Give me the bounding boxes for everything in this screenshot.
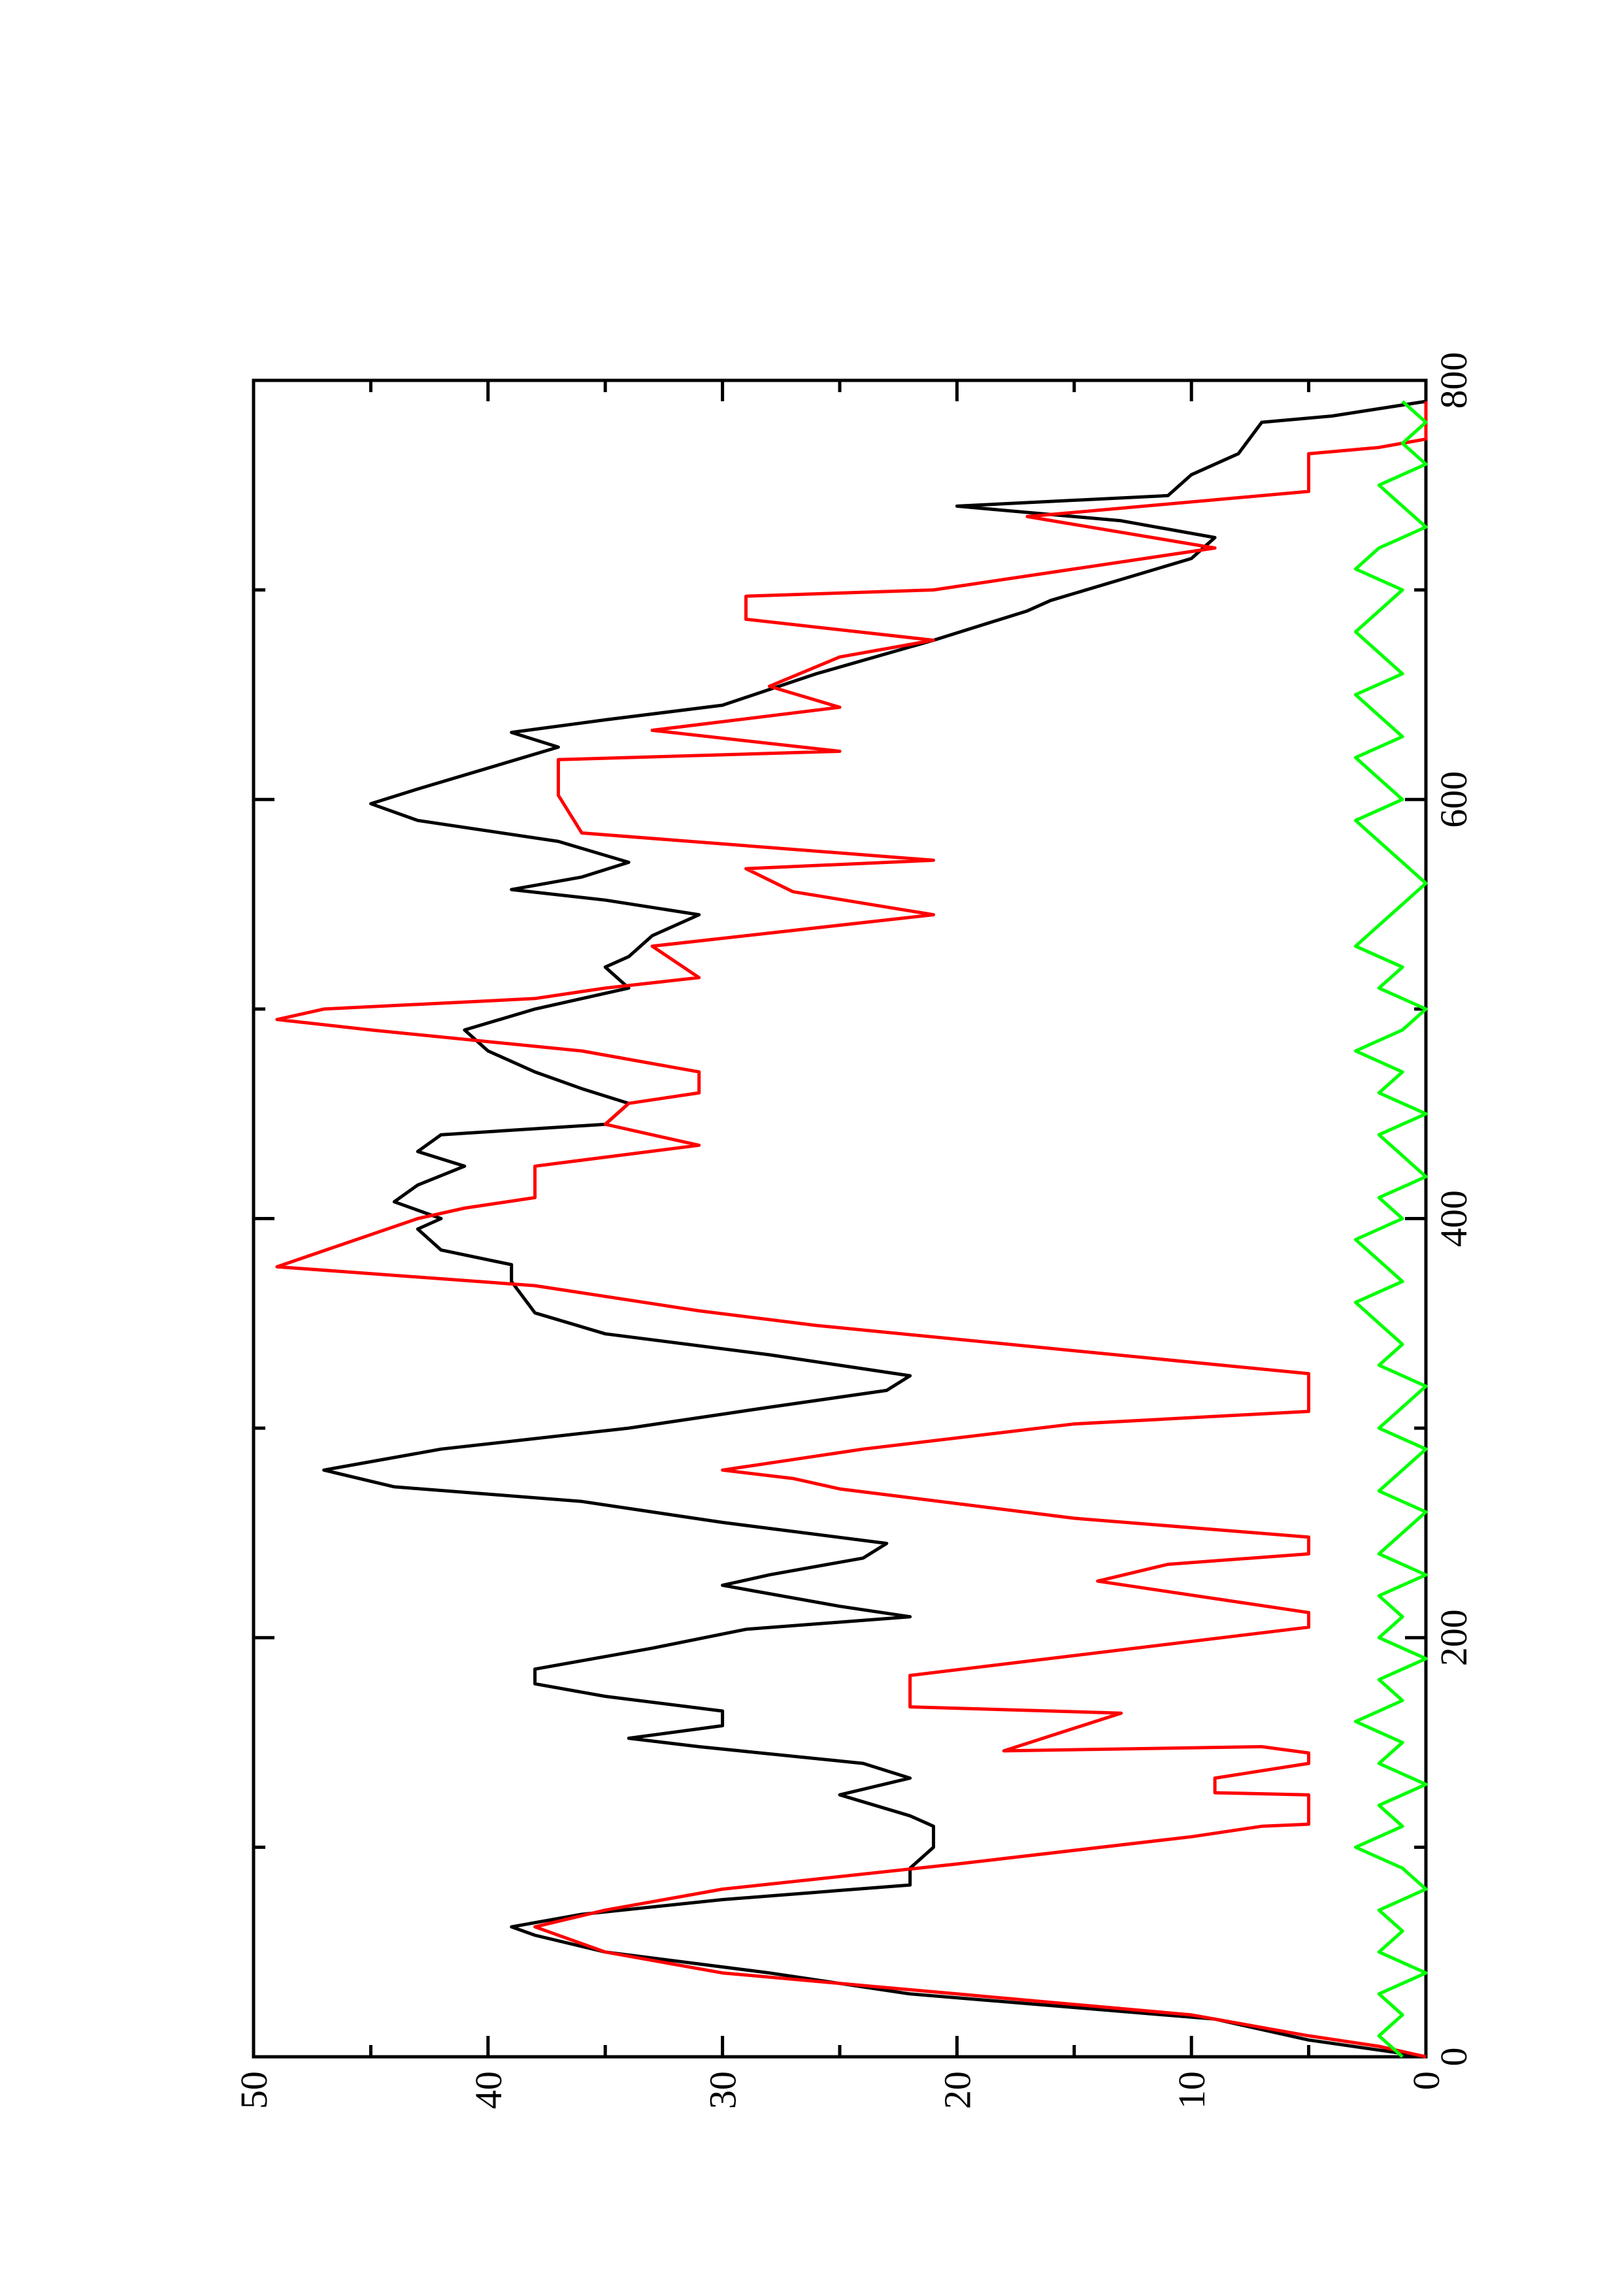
y-tick-label: 40 — [467, 2071, 510, 2109]
y-tick-label: 50 — [233, 2071, 275, 2109]
series-line — [322, 399, 1427, 2059]
y-tick-label: 20 — [936, 2071, 978, 2109]
series-line — [1353, 400, 1428, 2058]
plot-frame — [252, 378, 1428, 2059]
x-tick-label: 800 — [1432, 352, 1475, 409]
plot-area: 0 200 400 600 800 0 10 20 30 40 50 — [233, 352, 1475, 2110]
y-tick-label: 10 — [1170, 2071, 1213, 2109]
x-tick-label: 200 — [1432, 1609, 1475, 1666]
series-line — [275, 401, 1428, 2059]
y-tick-label: 30 — [702, 2071, 744, 2109]
x-tick-label: 0 — [1432, 2048, 1475, 2067]
x-tick-label: 600 — [1432, 771, 1475, 828]
x-tick-label: 400 — [1432, 1190, 1475, 1247]
y-tick-label: 0 — [1405, 2071, 1447, 2090]
